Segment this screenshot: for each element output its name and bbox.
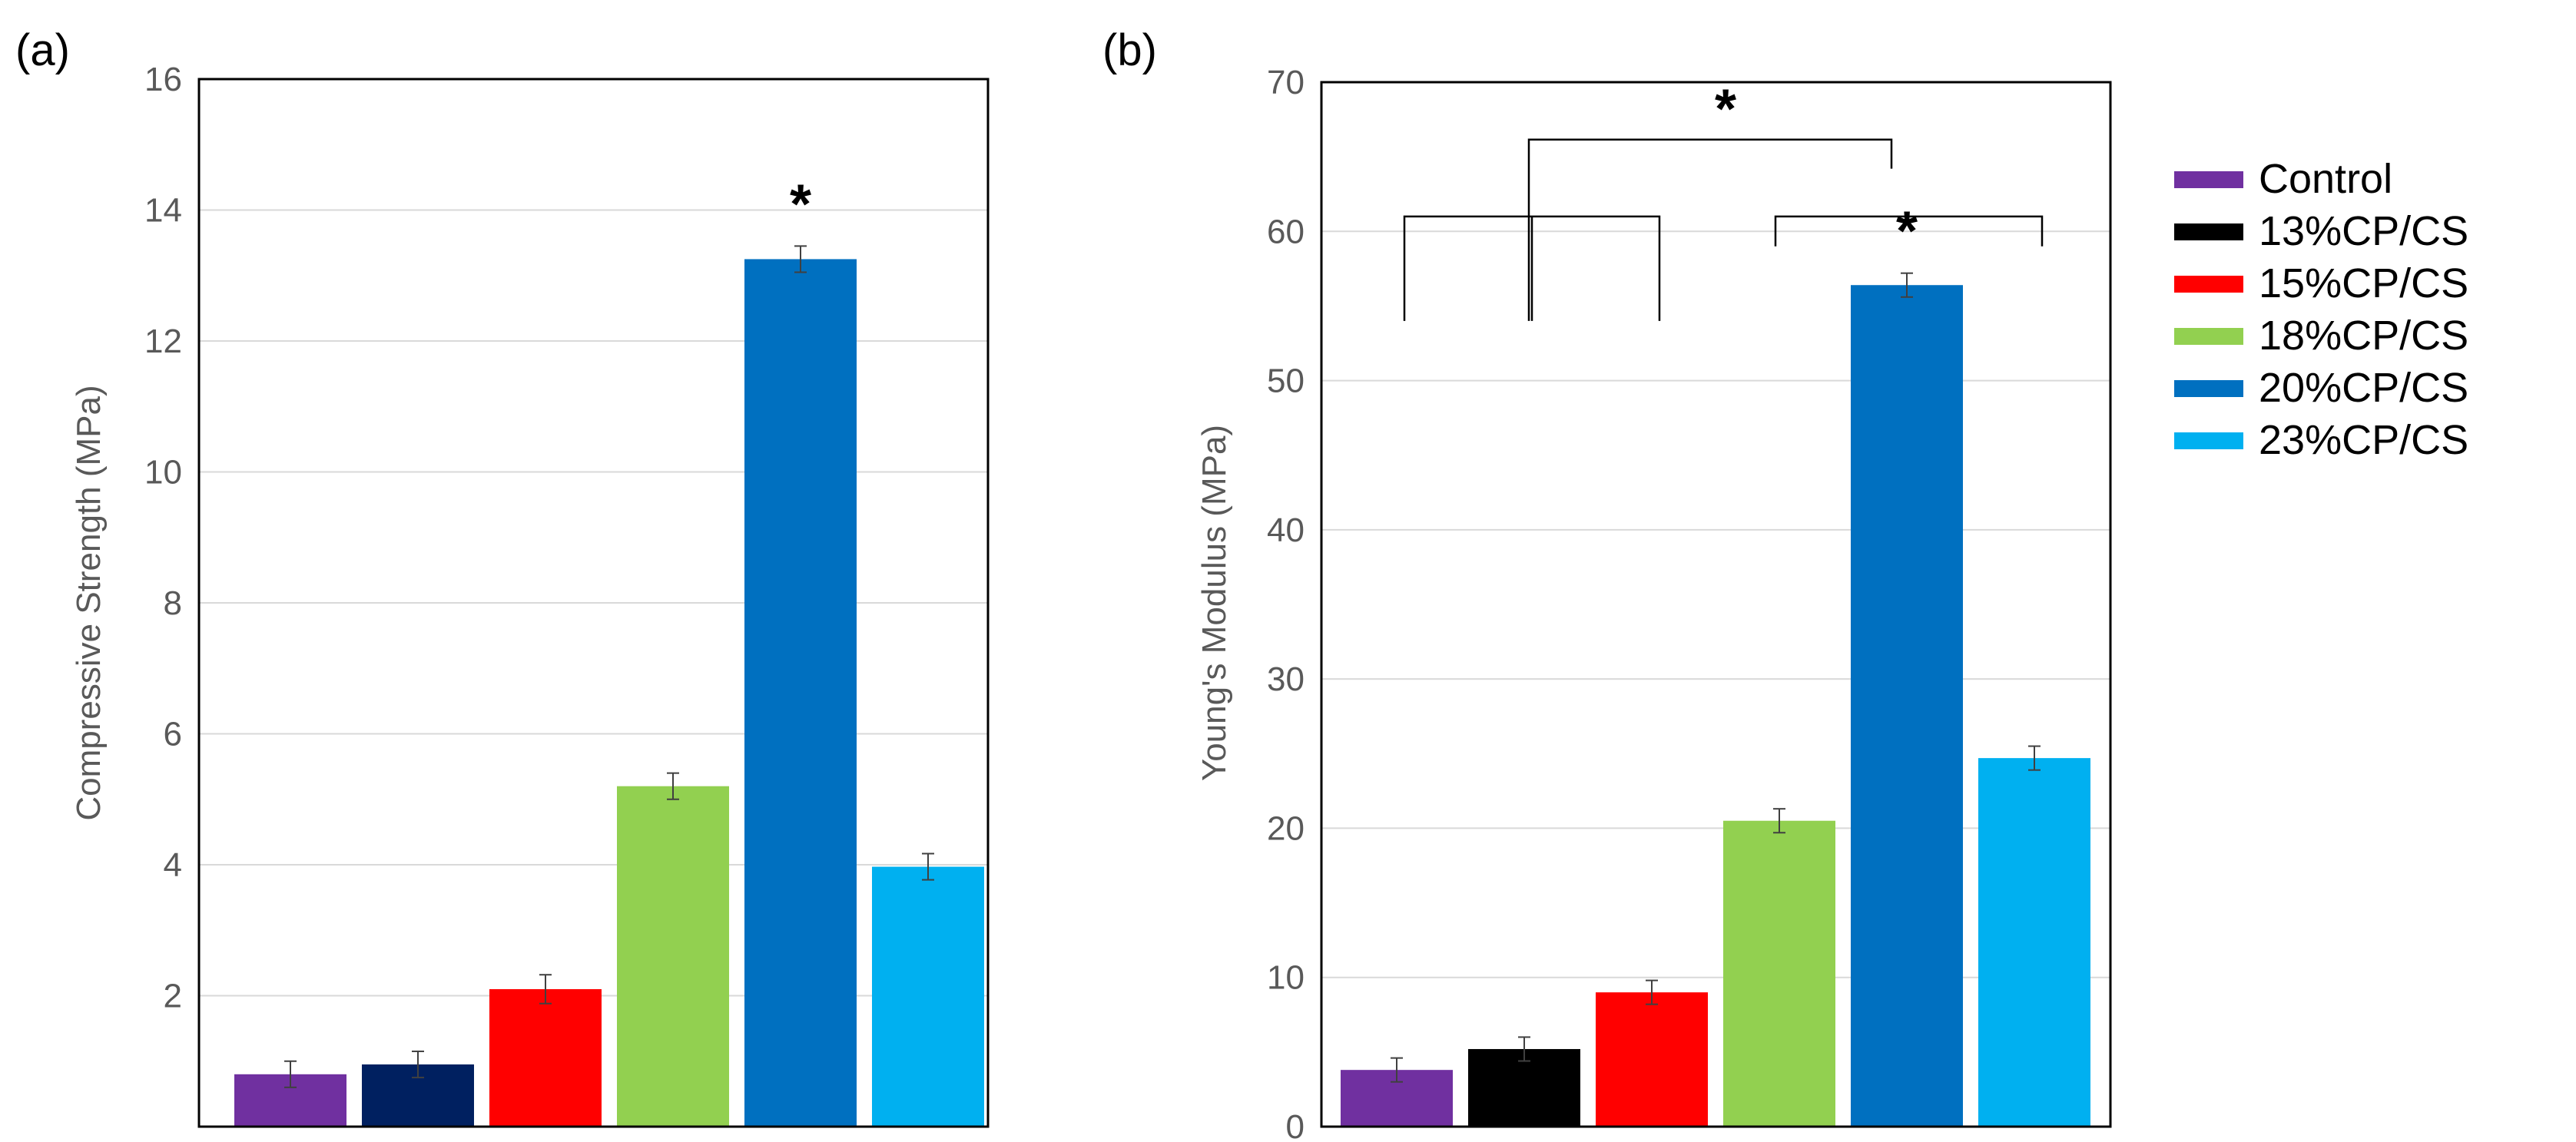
legend-item-control: Control xyxy=(2174,156,2392,202)
error-bar xyxy=(412,1050,424,1079)
significance-asterisk: * xyxy=(1896,201,1918,263)
error-bar xyxy=(1773,808,1785,834)
error-bar xyxy=(667,772,679,800)
significance-asterisk: * xyxy=(790,174,811,235)
legend-label: 13%CP/CS xyxy=(2259,208,2468,254)
legend-swatch xyxy=(2174,432,2243,449)
panel-a: (a) 2 4 6 8 10 12 14 16 Compressive Strength (M… xyxy=(15,25,990,1128)
y-tick-label: 0 xyxy=(1286,1108,1305,1142)
legend-label: 20%CP/CS xyxy=(2259,365,2468,411)
legend-label: 15%CP/CS xyxy=(2259,260,2468,306)
y-tick-label: 60 xyxy=(1267,213,1305,250)
panel-a-bars xyxy=(234,259,984,1127)
panel-a-plot-frame xyxy=(197,78,990,1128)
bar-20-cp-cs xyxy=(1851,285,1963,1127)
y-tick-label: 10 xyxy=(144,454,182,492)
bar-15-cp-cs xyxy=(1596,992,1708,1127)
bracket-asterisk: * xyxy=(1715,79,1736,141)
panel-b-label: (b) xyxy=(1102,25,1157,75)
panel-a-error-bars xyxy=(284,245,934,1088)
error-bar xyxy=(1901,272,1913,298)
legend: Control 13%CP/CS 15%CP/CS 18%CP/CS 20%CP/CS 2… xyxy=(2174,156,2468,463)
error-bar xyxy=(539,974,552,1005)
panel-b-plot-frame xyxy=(1320,81,2112,1128)
legend-item-23-cp-cs: 23%CP/CS xyxy=(2174,417,2468,463)
y-tick-label: 8 xyxy=(164,584,182,622)
bar-23-cp-cs xyxy=(872,866,984,1127)
legend-swatch xyxy=(2174,171,2243,188)
error-bar xyxy=(284,1060,297,1088)
panel-b-annotations: * xyxy=(1896,201,1918,263)
legend-label: 23%CP/CS xyxy=(2259,417,2468,463)
y-tick-label: 12 xyxy=(144,323,182,360)
bracket-top: * xyxy=(1527,79,1893,321)
y-tick-label: 30 xyxy=(1267,660,1305,698)
panel-a-y-axis-label: Compressive Strength (MPa) xyxy=(70,385,108,820)
y-tick-label: 70 xyxy=(1267,64,1305,101)
error-bar xyxy=(794,245,807,273)
panel-b-y-tick-labels: 0 10 20 30 40 50 60 70 xyxy=(1267,64,1305,1142)
bar-20-cp-cs xyxy=(744,259,857,1127)
error-bar xyxy=(1646,979,1658,1005)
panel-a-label: (a) xyxy=(15,25,70,75)
legend-swatch xyxy=(2174,276,2243,293)
panel-b-error-bars xyxy=(1391,272,2041,1083)
legend-label: Control xyxy=(2259,156,2392,202)
error-bar xyxy=(1518,1036,1530,1062)
panel-b-significance-brackets: * xyxy=(1403,79,2044,321)
legend-item-13-cp-cs: 13%CP/CS xyxy=(2174,208,2468,254)
bracket-left-group xyxy=(1403,215,1661,321)
bar-18-cp-cs xyxy=(1723,820,1835,1127)
legend-item-18-cp-cs: 18%CP/CS xyxy=(2174,313,2468,359)
y-tick-label: 6 xyxy=(164,716,182,753)
y-tick-label: 40 xyxy=(1267,511,1305,549)
y-tick-label: 20 xyxy=(1267,809,1305,847)
bar-18-cp-cs xyxy=(617,786,729,1127)
y-tick-label: 10 xyxy=(1267,959,1305,997)
panel-b-bars xyxy=(1341,285,2090,1127)
panel-b-y-axis-label: Young's Modulus (MPa) xyxy=(1195,425,1233,781)
legend-swatch xyxy=(2174,328,2243,345)
y-tick-label: 50 xyxy=(1267,362,1305,400)
legend-swatch xyxy=(2174,223,2243,240)
y-tick-label: 4 xyxy=(164,846,182,884)
error-bar xyxy=(2028,745,2041,771)
bar-13-cp-cs xyxy=(1468,1048,1580,1127)
bar-15-cp-cs xyxy=(489,988,602,1127)
y-tick-label: 14 xyxy=(144,192,182,230)
y-tick-label: 16 xyxy=(144,61,182,98)
y-tick-label: 2 xyxy=(164,978,182,1015)
bar-23-cp-cs xyxy=(1978,758,2090,1127)
panel-a-gridlines xyxy=(199,209,988,997)
panel-a-y-tick-labels: 2 4 6 8 10 12 14 16 xyxy=(144,61,182,1015)
legend-item-15-cp-cs: 15%CP/CS xyxy=(2174,260,2468,306)
legend-swatch xyxy=(2174,380,2243,397)
legend-item-20-cp-cs: 20%CP/CS xyxy=(2174,365,2468,411)
bracket-right-group xyxy=(1774,215,2044,247)
panel-b: (b) 0 10 20 30 40 50 60 70 Young's Modulus (MPa… xyxy=(1102,25,2112,1142)
error-bar xyxy=(1391,1057,1403,1083)
legend-label: 18%CP/CS xyxy=(2259,313,2468,359)
error-bar xyxy=(922,852,934,881)
panel-a-annotations: * xyxy=(790,174,811,235)
